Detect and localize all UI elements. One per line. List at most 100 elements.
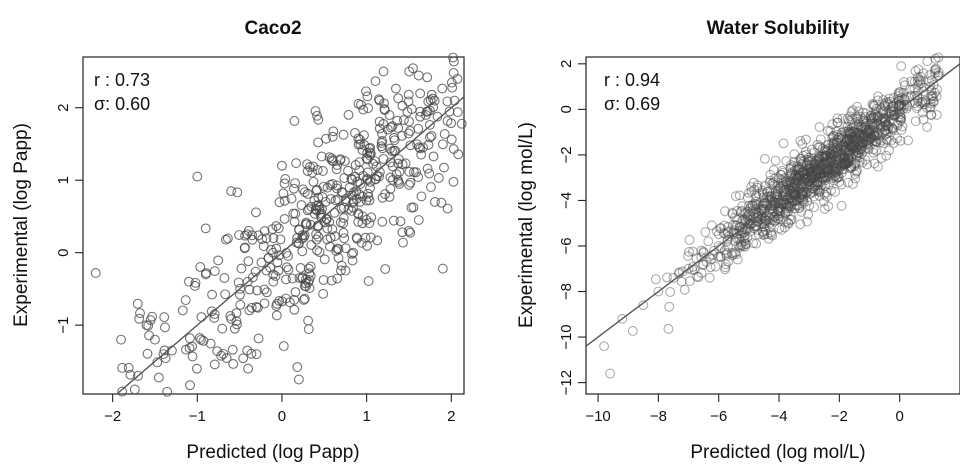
water-solubility-point [921,102,932,113]
water-solubility-point [776,169,787,180]
caco2-point [385,183,396,194]
water-solubility-point [894,95,904,106]
water-solubility-point [868,111,879,122]
water-solubility-point [916,96,927,107]
water-solubility-point [886,122,897,133]
water-solubility-point [866,133,877,144]
water-solubility-point [845,163,856,174]
water-solubility-point [819,145,830,156]
water-solubility-point [738,241,748,252]
water-solubility-point [787,186,798,197]
water-solubility-point [748,177,759,188]
caco2-point [413,123,424,134]
water-solubility-point [831,167,841,178]
caco2-point [90,268,101,278]
water-solubility-point [720,206,730,217]
water-solubility-point [857,138,868,149]
water-solubility-point [815,172,826,182]
water-solubility-point [878,107,888,117]
water-solubility-point [836,160,847,170]
water-solubility-point [893,91,904,102]
caco2-point [370,76,381,87]
caco2-point [404,225,414,236]
water-solubility-point [859,130,870,141]
water-solubility-point [851,143,862,154]
caco2-point [313,114,324,125]
water-solubility-point [912,90,923,101]
caco2-point [180,295,191,306]
caco2-point [259,226,270,237]
water-solubility-point [818,196,829,207]
water-solubility-point [808,183,818,194]
water-solubility-point [791,196,802,207]
water-solubility-point [812,185,823,195]
water-solubility-point [817,172,828,183]
water-solubility-point [789,184,800,195]
water-solubility-point [832,117,843,128]
water-solubility-x-tick-label: −2 [831,408,848,425]
water-solubility-point [809,147,819,158]
water-solubility-point [840,157,850,167]
water-solubility-point [790,175,801,185]
water-solubility-point [786,173,797,184]
caco2-point [244,284,255,295]
water-solubility-point [799,178,810,189]
water-solubility-point [787,174,798,184]
water-solubility-point [876,108,887,119]
water-solubility-point [764,213,775,224]
water-solubility-point [706,254,717,265]
water-solubility-point [653,286,664,297]
water-solubility-point [834,177,845,188]
water-solubility-point [826,156,836,167]
water-solubility-point [826,164,837,175]
water-solubility-point [798,167,809,178]
water-solubility-point [854,128,865,139]
caco2-point [289,304,300,315]
water-solubility-point [840,138,850,149]
water-solubility-point [781,216,792,227]
caco2-point [301,281,311,292]
water-solubility-point [801,187,812,198]
water-solubility-point [926,91,937,102]
water-solubility-point [804,163,815,174]
water-solubility-point [767,200,778,211]
water-solubility-point [676,276,687,287]
caco2-y-tick-label: 2 [55,104,72,112]
water-solubility-point [823,167,834,178]
caco2-point [185,380,195,391]
water-solubility-point [853,128,863,138]
caco2-point [338,227,349,238]
water-solubility-point [906,76,917,87]
water-solubility-point [803,156,814,167]
caco2-point [424,132,435,143]
water-solubility-point [796,176,807,187]
caco2-point [355,196,366,207]
water-solubility-point [892,120,903,131]
water-solubility-point [915,71,926,82]
water-solubility-point [806,170,817,181]
caco2-fit-line [116,96,465,395]
water-solubility-point [895,112,906,123]
water-solubility-point [720,264,730,275]
caco2-point [358,104,369,115]
water-solubility-point [742,210,753,221]
water-solubility-point [730,249,741,260]
water-solubility-point [930,68,940,79]
water-solubility-point [898,103,909,114]
water-solubility-point [894,106,905,117]
water-solubility-point [896,101,907,111]
water-solubility-point [839,154,850,165]
caco2-point [134,313,145,324]
water-solubility-point [794,170,805,181]
water-solubility-point [794,193,805,204]
water-solubility-point [806,144,817,155]
water-solubility-point [917,107,928,118]
water-solubility-point [758,190,769,200]
water-solubility-point [853,147,864,158]
water-solubility-point [879,113,890,124]
water-solubility-point [767,206,778,217]
water-solubility-point [886,135,896,146]
caco2-point [305,261,316,272]
water-solubility-point [797,166,808,177]
water-solubility-plot-frame [585,56,960,395]
